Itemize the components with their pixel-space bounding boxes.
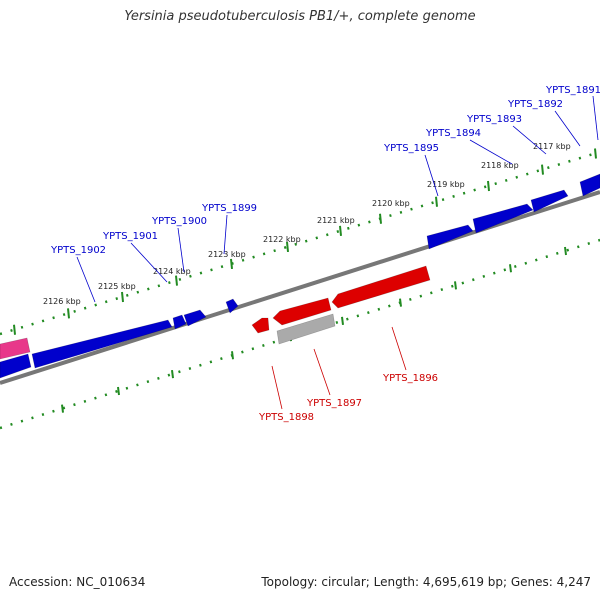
- major-tick: [435, 196, 438, 207]
- leader-line: [177, 227, 185, 273]
- kbp-tick-label: 2120 kbp: [372, 199, 410, 208]
- major-tick: [230, 258, 233, 270]
- major-tick: [339, 225, 342, 236]
- leader-line: [424, 154, 439, 197]
- kbp-tick-label: 2121 kbp: [317, 216, 355, 225]
- major-tick: [341, 316, 344, 325]
- genome-title: Yersinia pseudotuberculosis PB1/+, compl…: [124, 9, 476, 24]
- genome-backbone: [0, 190, 600, 385]
- leader-line: [313, 348, 331, 396]
- pseudo-gene[interactable]: [276, 313, 336, 345]
- gene-arrow-reverse[interactable]: [251, 317, 270, 334]
- major-tick: [509, 264, 512, 273]
- major-tick: [13, 324, 16, 335]
- major-tick: [454, 281, 457, 290]
- gene-arrow-forward[interactable]: [0, 353, 32, 379]
- gene-arrow-forward[interactable]: [472, 203, 534, 234]
- kbp-tick-label: 2123 kbp: [208, 250, 246, 259]
- major-tick: [67, 308, 70, 319]
- kbp-tick-label: 2126 kbp: [43, 297, 81, 306]
- leader-line: [223, 214, 228, 255]
- gene-label-forward[interactable]: YPTS_1894: [425, 128, 481, 139]
- tick-labels: 2117 kbp 2118 kbp 2119 kbp 2120 kbp 2121 kbp…: [43, 142, 571, 306]
- gene-label-forward[interactable]: YPTS_1893: [466, 114, 522, 125]
- pink-feature[interactable]: [0, 337, 31, 360]
- major-ticks: [13, 148, 597, 413]
- leader-line: [469, 139, 513, 165]
- leader-line: [130, 242, 168, 283]
- major-tick: [61, 404, 64, 413]
- leader-line: [271, 365, 283, 410]
- major-tick: [594, 148, 597, 159]
- kbp-tick-label: 2122 kbp: [263, 235, 301, 244]
- leader-line: [512, 125, 547, 155]
- gene-arrow-forward[interactable]: [225, 298, 239, 314]
- major-tick: [175, 275, 178, 286]
- gene-arrow-forward[interactable]: [183, 309, 207, 327]
- gene-arrow-forward[interactable]: [579, 173, 600, 197]
- leader-line: [592, 95, 599, 141]
- gene-label-forward[interactable]: YPTS_1892: [507, 99, 563, 110]
- kbp-tick-label: 2117 kbp: [533, 142, 571, 151]
- accession-info: Accession: NC_010634: [9, 575, 146, 589]
- gene-arrow-forward[interactable]: [530, 189, 569, 213]
- gene-label-forward[interactable]: YPTS_1901: [102, 231, 158, 242]
- gene-label-forward[interactable]: YPTS_1902: [50, 245, 106, 256]
- gene-label-forward[interactable]: YPTS_1900: [151, 216, 207, 227]
- genome-info: Topology: circular; Length: 4,695,619 bp…: [261, 575, 591, 589]
- gene-features[interactable]: [0, 173, 600, 379]
- major-tick: [117, 386, 120, 396]
- gene-label-reverse[interactable]: YPTS_1897: [306, 398, 362, 409]
- gene-arrow-reverse[interactable]: [272, 297, 332, 326]
- leader-line: [391, 326, 407, 371]
- major-tick: [171, 369, 174, 379]
- leader-line: [554, 110, 581, 147]
- gene-label-forward[interactable]: YPTS_1895: [383, 143, 439, 154]
- kbp-tick-label: 2119 kbp: [427, 180, 465, 189]
- major-tick: [564, 246, 567, 256]
- gene-label-reverse[interactable]: YPTS_1896: [382, 373, 438, 384]
- gene-arrow-reverse[interactable]: [331, 265, 431, 309]
- kbp-tick-label: 2125 kbp: [98, 282, 136, 291]
- gene-label-reverse[interactable]: YPTS_1898: [258, 412, 314, 423]
- major-tick: [231, 351, 234, 360]
- gene-arrow-forward[interactable]: [31, 319, 173, 369]
- major-tick: [286, 241, 289, 253]
- kbp-tick-label: 2124 kbp: [153, 267, 191, 276]
- major-tick: [399, 298, 402, 307]
- label-leaders: [76, 95, 599, 410]
- gene-arrow-forward[interactable]: [172, 314, 187, 330]
- major-tick: [379, 213, 382, 224]
- major-tick: [487, 180, 490, 192]
- leader-line: [76, 256, 96, 303]
- gene-label-forward[interactable]: YPTS_1891: [545, 85, 600, 96]
- gene-label-forward[interactable]: YPTS_1899: [201, 203, 257, 214]
- major-tick: [541, 164, 544, 175]
- gene-labels: YPTS_1891 YPTS_1892 YPTS_1893 YPTS_1894 YPTS…: [50, 85, 600, 423]
- gene-arrow-forward[interactable]: [426, 224, 474, 250]
- kbp-tick-label: 2118 kbp: [481, 161, 519, 170]
- major-tick: [121, 291, 124, 303]
